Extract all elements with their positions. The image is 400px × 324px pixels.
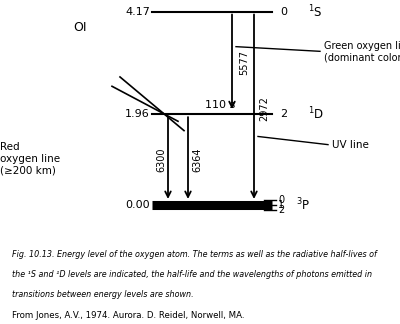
Text: 2: 2 <box>278 205 284 215</box>
Text: $^1$D: $^1$D <box>308 106 324 122</box>
Text: 6364: 6364 <box>193 147 203 172</box>
Text: 5577: 5577 <box>239 51 249 75</box>
Text: UV line: UV line <box>332 140 369 150</box>
Text: Green oxygen line
(dominant color): Green oxygen line (dominant color) <box>324 40 400 62</box>
Text: 0.74 s: 0.74 s <box>195 0 229 2</box>
Text: Fig. 10.13. Energy level of the oxygen atom. The terms as well as the radiative : Fig. 10.13. Energy level of the oxygen a… <box>12 249 377 259</box>
Text: 1.96: 1.96 <box>125 109 150 119</box>
Text: 0: 0 <box>278 195 284 205</box>
Text: 4.17: 4.17 <box>125 7 150 17</box>
Text: the ¹S and ¹D levels are indicated, the half-life and the wavelengths of photons: the ¹S and ¹D levels are indicated, the … <box>12 270 372 279</box>
Text: 2: 2 <box>280 109 287 119</box>
Text: 1: 1 <box>278 200 284 210</box>
Text: $^1$S: $^1$S <box>308 3 322 20</box>
Text: transitions between energy levels are shown.: transitions between energy levels are sh… <box>12 290 194 298</box>
Text: OI: OI <box>73 21 87 34</box>
Text: $^3$P: $^3$P <box>296 197 310 214</box>
Text: Red
oxygen line
(≥200 km): Red oxygen line (≥200 km) <box>0 142 60 176</box>
Text: 6300: 6300 <box>156 147 166 172</box>
Text: 110 s: 110 s <box>205 99 235 110</box>
Text: 2972: 2972 <box>259 96 269 121</box>
Text: From Jones, A.V., 1974. Aurora. D. Reidel, Norwell, MA.: From Jones, A.V., 1974. Aurora. D. Reide… <box>12 311 244 320</box>
Text: 0: 0 <box>280 7 287 17</box>
Text: 0.00: 0.00 <box>125 200 150 210</box>
